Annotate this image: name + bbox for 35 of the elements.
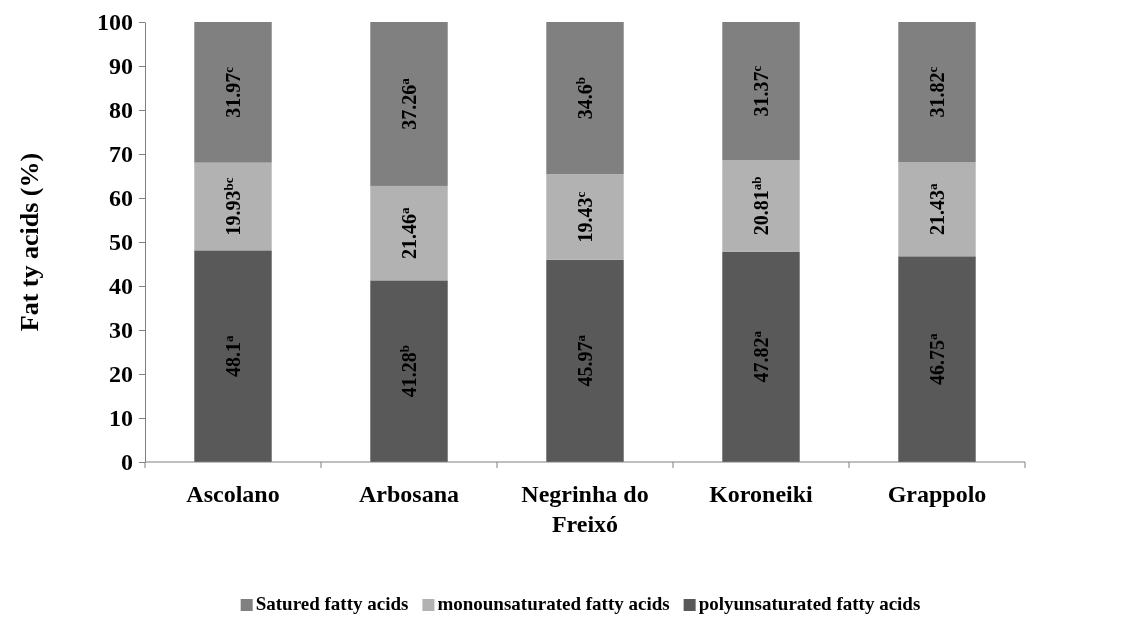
bar xyxy=(194,162,272,251)
legend-label: monounsaturated fatty acids xyxy=(437,593,670,614)
y-tick-label: 90 xyxy=(109,53,133,80)
bar xyxy=(370,280,448,462)
x-tick-label: Grappolo xyxy=(887,481,987,507)
bar xyxy=(722,22,800,161)
y-tick-label: 80 xyxy=(109,97,133,124)
bar xyxy=(370,22,448,186)
legend-label: Satured fatty acids xyxy=(255,593,409,614)
y-tick-label: 50 xyxy=(109,229,133,256)
y-tick-label: 10 xyxy=(109,405,133,432)
y-tick-label: 40 xyxy=(109,273,133,300)
bar xyxy=(546,259,624,462)
bar xyxy=(546,174,624,260)
y-tick-label: 100 xyxy=(97,9,133,36)
y-axis-title: Fat ty acids (%) xyxy=(15,152,44,332)
x-tick-label: Negrinha do Freixó xyxy=(521,481,649,537)
bar xyxy=(898,22,976,163)
y-tick-label: 30 xyxy=(109,317,133,344)
bar xyxy=(194,22,272,163)
x-tick-label: Koroneiki xyxy=(709,481,814,507)
x-tick-label: Arbosana xyxy=(358,481,460,507)
y-tick-label: 70 xyxy=(109,141,133,168)
bar xyxy=(898,162,976,257)
legend-label: polyunsaturated fatty acids xyxy=(698,593,921,614)
bar xyxy=(370,185,448,281)
bar xyxy=(722,251,800,462)
bar xyxy=(546,22,624,175)
y-tick-label: 20 xyxy=(109,361,133,388)
bar xyxy=(898,256,976,462)
bar xyxy=(194,250,272,462)
y-tick-label: 60 xyxy=(109,185,133,212)
y-tick-label: 0 xyxy=(121,449,133,476)
x-tick-label: Ascolano xyxy=(186,481,280,507)
bar xyxy=(722,160,800,252)
